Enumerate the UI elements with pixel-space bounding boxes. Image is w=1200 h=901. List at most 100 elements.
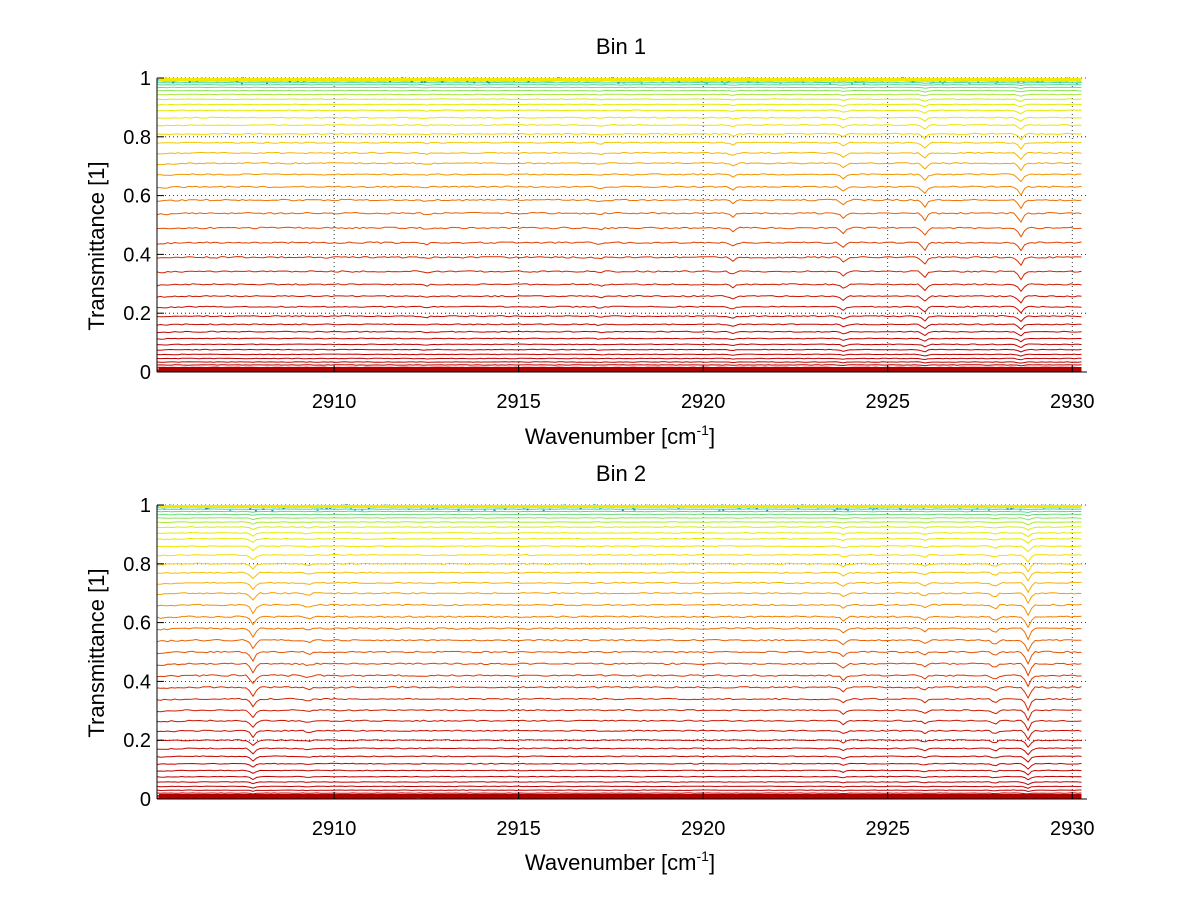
noise-mark	[872, 508, 874, 511]
series-line	[156, 747, 1082, 756]
y-tick-label: 0	[140, 789, 151, 811]
noise-mark	[1041, 80, 1044, 82]
noise-mark	[288, 80, 291, 83]
noise-mark	[909, 508, 912, 511]
series-line	[156, 571, 1082, 582]
series-line	[156, 739, 1082, 749]
noise-mark	[747, 81, 750, 83]
series-line	[156, 226, 1082, 238]
series-line	[156, 686, 1082, 700]
saturated-band	[159, 505, 1082, 508]
y-tick-label: 0.8	[123, 554, 151, 576]
noise-mark	[163, 508, 166, 510]
series-line	[156, 513, 1082, 517]
plot-title: Bin 2	[596, 461, 646, 486]
noise-mark	[407, 508, 410, 511]
noise-mark	[548, 508, 551, 510]
noise-mark	[797, 507, 800, 510]
noise-mark	[829, 82, 832, 85]
noise-mark	[902, 77, 905, 79]
series-line	[156, 103, 1082, 108]
y-axis-label: Transmittance [1]	[84, 568, 109, 737]
series-lines	[156, 504, 1082, 799]
series-line	[156, 294, 1082, 304]
series-line	[157, 517, 1082, 521]
series-line	[156, 116, 1082, 122]
noise-mark	[723, 82, 726, 85]
noise-mark	[976, 508, 979, 510]
y-tick-label: 1	[140, 68, 151, 90]
series-line	[156, 270, 1082, 281]
noise-mark	[766, 509, 769, 512]
noise-mark	[229, 509, 232, 512]
series-line	[156, 729, 1082, 741]
noise-mark	[678, 81, 681, 83]
series-line	[156, 256, 1082, 267]
series-line	[156, 650, 1082, 665]
series-line	[156, 343, 1082, 349]
y-tick-label: 0.4	[123, 671, 151, 693]
series-line	[156, 697, 1082, 712]
noise-mark	[968, 82, 971, 85]
x-tick-label: 2910	[312, 391, 357, 413]
noise-mark	[721, 80, 724, 83]
series-line	[156, 357, 1082, 361]
series-line	[156, 124, 1082, 131]
noise-mark	[1036, 81, 1039, 83]
series-line	[156, 775, 1082, 781]
noise-mark	[899, 508, 902, 511]
noise-mark	[700, 80, 703, 82]
series-line	[156, 521, 1082, 526]
noise-mark	[943, 80, 946, 83]
noise-mark	[677, 507, 680, 509]
noise-mark	[1059, 81, 1062, 84]
noise-mark	[325, 507, 328, 510]
noise-mark	[410, 80, 413, 83]
y-tick-label: 0.6	[123, 613, 151, 635]
series-line	[157, 305, 1082, 314]
noise-mark	[271, 509, 274, 512]
noise-mark	[316, 509, 319, 512]
x-tick-label: 2930	[1050, 391, 1095, 413]
noise-mark	[839, 507, 842, 509]
noise-mark	[977, 81, 980, 83]
series-line	[156, 173, 1082, 183]
series-line	[156, 762, 1082, 770]
noise-mark	[522, 507, 525, 509]
y-tick-label: 0.2	[123, 730, 151, 752]
series-line	[156, 211, 1082, 224]
noise-mark	[266, 82, 268, 84]
noise-mark	[504, 508, 507, 510]
x-tick-label: 2910	[312, 818, 357, 840]
x-axis-label: Wavenumber [cm-1]	[525, 848, 715, 875]
noise-mark	[235, 80, 238, 82]
series-line	[156, 532, 1082, 538]
noise-mark	[779, 82, 782, 85]
noise-mark	[172, 81, 175, 84]
y-tick-label: 0.4	[123, 244, 151, 266]
noise-mark	[911, 81, 914, 84]
series-line	[156, 719, 1082, 732]
series-line	[156, 241, 1082, 252]
noise-mark	[932, 81, 935, 84]
noise-mark	[722, 509, 725, 511]
series-line	[156, 627, 1082, 641]
series-line	[156, 93, 1082, 97]
noise-mark	[912, 80, 915, 83]
series-line	[156, 361, 1082, 364]
noise-mark	[466, 80, 469, 82]
series-line	[156, 526, 1082, 531]
noise-mark	[755, 508, 758, 510]
noise-mark	[483, 509, 486, 511]
series-line	[156, 283, 1082, 293]
noise-mark	[747, 507, 750, 510]
tick-labels: 2910 2915 2920 2925 2930 0 0.2 0.4 0.6 0.8 1	[123, 495, 1094, 840]
series-line	[156, 198, 1082, 210]
noise-mark	[457, 509, 460, 511]
noise-mark	[640, 82, 643, 85]
noise-mark	[329, 507, 332, 509]
series-line	[156, 508, 1082, 511]
noise-mark	[367, 507, 370, 510]
series-line	[156, 370, 1082, 372]
x-tick-label: 2920	[681, 391, 726, 413]
